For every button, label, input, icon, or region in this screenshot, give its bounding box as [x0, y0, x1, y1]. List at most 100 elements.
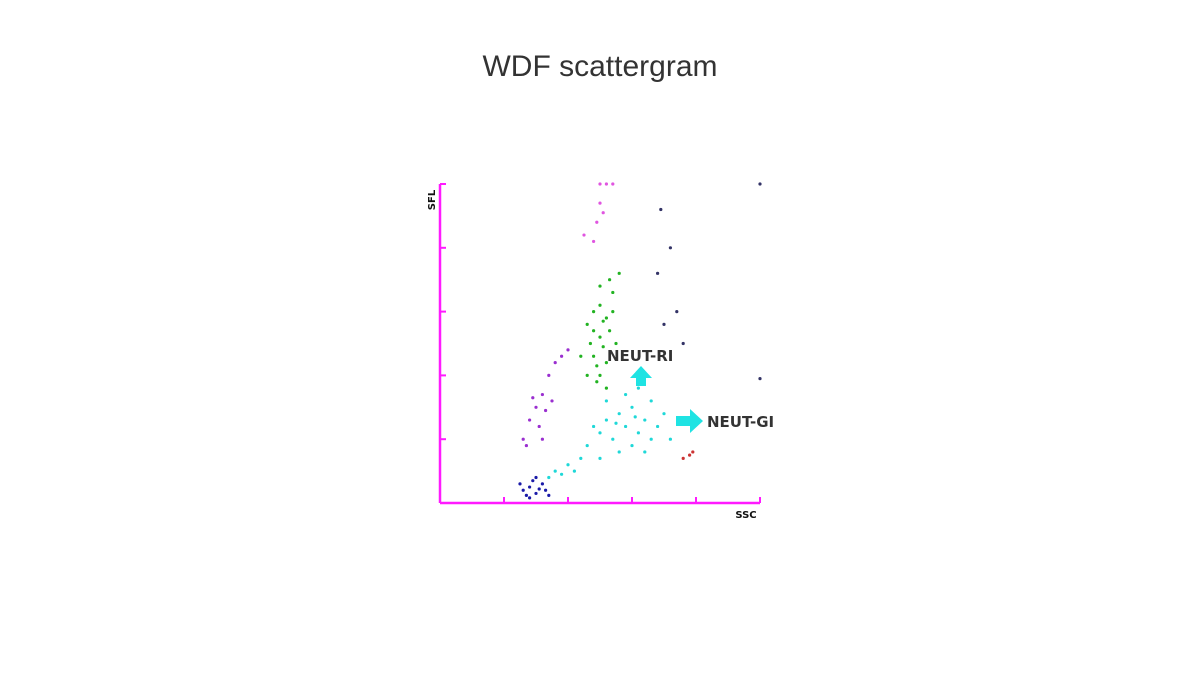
- point: [566, 463, 570, 467]
- point: [595, 364, 599, 368]
- point: [598, 284, 602, 288]
- point: [585, 322, 589, 326]
- point: [585, 443, 589, 448]
- point: [601, 345, 605, 349]
- point: [662, 322, 666, 326]
- point: [630, 443, 634, 448]
- point: [656, 424, 660, 429]
- point: [588, 341, 593, 346]
- point: [617, 412, 621, 416]
- point: [595, 380, 599, 384]
- point: [560, 472, 564, 476]
- point: [560, 354, 564, 358]
- point: [537, 424, 541, 429]
- point: [758, 182, 762, 186]
- point: [579, 456, 583, 460]
- point: [611, 290, 615, 295]
- point: [553, 469, 557, 473]
- point: [624, 392, 628, 397]
- point: [649, 399, 653, 403]
- point: [608, 329, 612, 333]
- point: [540, 437, 545, 441]
- annotation: NEUT-RI: [607, 347, 673, 365]
- point: [604, 418, 609, 422]
- point: [524, 493, 529, 497]
- point: [547, 373, 551, 377]
- point: [643, 450, 647, 454]
- point: [656, 271, 660, 275]
- point: [528, 418, 532, 422]
- point: [668, 246, 673, 250]
- point: [528, 485, 532, 489]
- point: [662, 412, 666, 416]
- point: [598, 431, 602, 435]
- point: [598, 456, 602, 460]
- point: [601, 211, 605, 215]
- point: [547, 493, 551, 497]
- point: [547, 475, 551, 480]
- points: [518, 182, 762, 500]
- point: [531, 479, 535, 483]
- point: [614, 421, 618, 425]
- point: [592, 329, 596, 333]
- point: [579, 354, 583, 358]
- point: [540, 392, 545, 397]
- point: [617, 450, 621, 454]
- point: [598, 335, 602, 339]
- point: [611, 437, 615, 441]
- x-axis-label: SSC: [735, 510, 756, 521]
- point: [550, 399, 554, 403]
- point: [681, 456, 685, 460]
- point: [534, 405, 538, 409]
- point: [521, 437, 525, 441]
- point: [518, 482, 522, 486]
- point: [604, 182, 609, 186]
- point: [521, 488, 525, 492]
- point: [598, 373, 602, 377]
- point: [544, 408, 548, 413]
- point: [604, 316, 609, 320]
- point: [630, 405, 634, 409]
- point: [636, 386, 641, 390]
- point: [534, 475, 538, 480]
- point: [604, 361, 609, 365]
- annotation: NEUT-GI: [707, 413, 774, 431]
- point: [691, 450, 695, 454]
- point: [540, 482, 545, 486]
- point: [572, 469, 577, 473]
- point: [668, 437, 673, 441]
- point: [758, 376, 762, 381]
- point: [534, 491, 538, 496]
- point: [592, 354, 596, 358]
- point: [598, 201, 602, 205]
- point: [592, 310, 596, 314]
- point: [611, 310, 615, 314]
- point: [617, 271, 621, 275]
- point: [675, 310, 679, 314]
- point: [624, 424, 628, 429]
- point: [544, 488, 548, 492]
- point: [633, 415, 637, 419]
- point: [604, 386, 609, 390]
- y-axis-label: SFL: [427, 189, 438, 210]
- point: [582, 233, 586, 237]
- point: [614, 341, 618, 346]
- point: [553, 361, 557, 365]
- chart-title: WDF scattergram: [482, 50, 717, 83]
- point: [601, 319, 605, 323]
- point: [688, 453, 692, 457]
- point: [681, 341, 685, 346]
- point: [598, 182, 602, 186]
- point: [592, 239, 596, 244]
- axes: [438, 183, 761, 505]
- point: [531, 396, 535, 400]
- point: [608, 278, 612, 282]
- point: [592, 424, 596, 429]
- point: [537, 487, 541, 491]
- point: [595, 220, 599, 224]
- point: [604, 399, 609, 403]
- point: [636, 431, 641, 435]
- point: [528, 496, 532, 500]
- point: [643, 418, 647, 422]
